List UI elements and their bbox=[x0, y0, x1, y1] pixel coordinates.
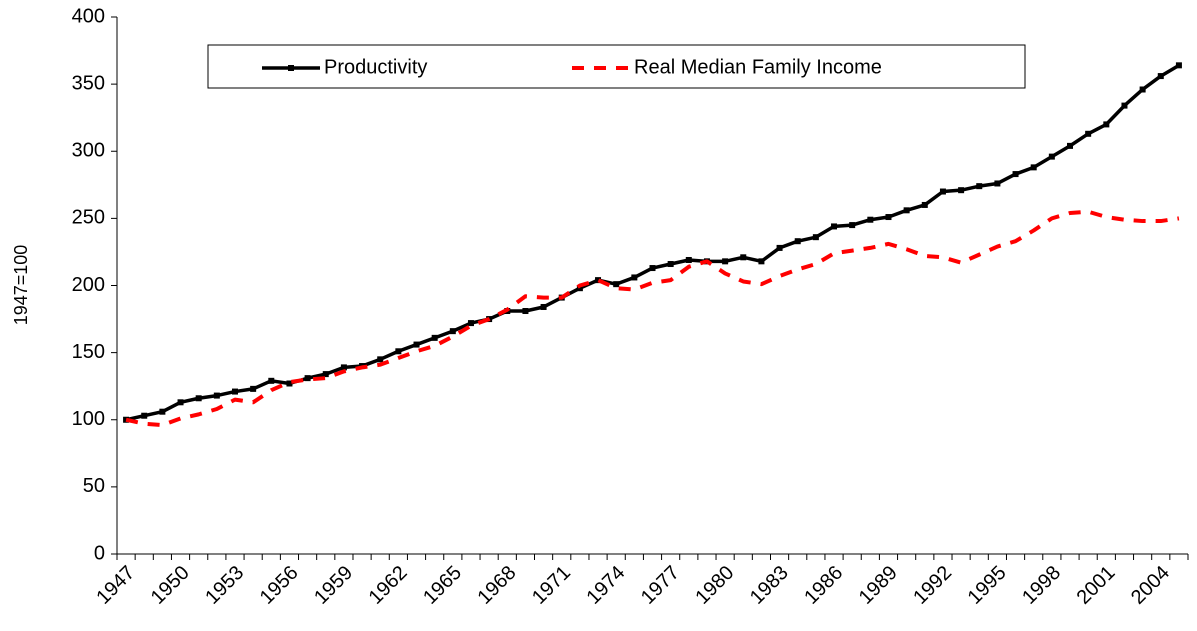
y-tick-label: 400 bbox=[72, 5, 105, 27]
point-marker bbox=[286, 380, 293, 387]
point-marker bbox=[1103, 121, 1110, 128]
point-marker bbox=[794, 238, 801, 245]
point-marker bbox=[685, 256, 692, 263]
point-marker bbox=[123, 416, 130, 423]
x-tick-label: 1956 bbox=[256, 562, 303, 609]
legend-label: Productivity bbox=[324, 56, 427, 78]
point-marker bbox=[431, 334, 438, 341]
point-marker bbox=[667, 261, 674, 268]
x-tick-label: 1995 bbox=[964, 562, 1011, 609]
point-marker bbox=[1048, 153, 1055, 160]
point-marker bbox=[1139, 86, 1146, 93]
point-marker bbox=[377, 356, 384, 363]
point-marker bbox=[1012, 171, 1019, 178]
y-tick-label: 300 bbox=[72, 140, 105, 162]
point-marker bbox=[195, 395, 202, 402]
x-tick-label: 1977 bbox=[637, 562, 684, 609]
y-tick-label: 100 bbox=[72, 408, 105, 430]
point-marker bbox=[1175, 62, 1182, 69]
point-marker bbox=[1157, 73, 1164, 80]
point-marker bbox=[613, 281, 620, 288]
point-marker bbox=[976, 183, 983, 190]
point-marker bbox=[449, 328, 456, 335]
point-marker bbox=[958, 187, 965, 194]
point-marker bbox=[141, 412, 148, 419]
point-marker bbox=[250, 385, 257, 392]
point-marker bbox=[649, 265, 656, 272]
x-tick-label: 1959 bbox=[310, 562, 357, 609]
x-tick-label: 1974 bbox=[582, 562, 629, 609]
x-tick-label: 1950 bbox=[147, 562, 194, 609]
point-marker bbox=[413, 341, 420, 348]
x-tick-label: 1983 bbox=[746, 562, 793, 609]
y-tick-label: 150 bbox=[72, 341, 105, 363]
x-tick-label: 1998 bbox=[1018, 562, 1065, 609]
y-tick-label: 200 bbox=[72, 274, 105, 296]
x-tick-label: 1971 bbox=[528, 562, 575, 609]
legend-marker bbox=[288, 65, 294, 71]
series-line bbox=[125, 209, 1180, 428]
point-marker bbox=[849, 222, 856, 229]
point-marker bbox=[831, 223, 838, 230]
y-tick-label: 350 bbox=[72, 72, 105, 94]
point-marker bbox=[1085, 130, 1092, 137]
point-marker bbox=[340, 364, 347, 371]
x-tick-label: 1989 bbox=[855, 562, 902, 609]
x-tick-label: 1962 bbox=[365, 562, 412, 609]
legend-label: Real Median Family Income bbox=[634, 56, 882, 78]
y-tick-label: 250 bbox=[72, 207, 105, 229]
point-marker bbox=[595, 277, 602, 284]
x-tick-label: 1947 bbox=[92, 562, 139, 609]
point-marker bbox=[522, 308, 529, 315]
x-tick-label: 1992 bbox=[909, 562, 956, 609]
point-marker bbox=[812, 234, 819, 241]
point-marker bbox=[939, 188, 946, 195]
point-marker bbox=[994, 180, 1001, 187]
point-marker bbox=[740, 254, 747, 261]
x-tick-label: 1980 bbox=[691, 562, 738, 609]
point-marker bbox=[540, 303, 547, 310]
y-tick-label: 50 bbox=[83, 475, 105, 497]
x-tick-label: 1986 bbox=[800, 562, 847, 609]
point-marker bbox=[903, 207, 910, 214]
y-tick-label: 0 bbox=[94, 542, 105, 564]
point-marker bbox=[867, 216, 874, 223]
point-marker bbox=[758, 258, 765, 265]
point-marker bbox=[304, 375, 311, 382]
point-marker bbox=[776, 244, 783, 251]
point-marker bbox=[576, 285, 583, 292]
point-marker bbox=[177, 399, 184, 406]
point-marker bbox=[1067, 142, 1074, 149]
point-marker bbox=[1030, 164, 1037, 171]
point-marker bbox=[395, 348, 402, 355]
x-tick-label: 2004 bbox=[1127, 562, 1174, 609]
point-marker bbox=[631, 274, 638, 281]
point-marker bbox=[1121, 102, 1128, 109]
point-marker bbox=[231, 388, 238, 395]
point-marker bbox=[322, 371, 329, 378]
point-marker bbox=[722, 258, 729, 265]
x-tick-label: 1968 bbox=[474, 562, 521, 609]
point-marker bbox=[921, 201, 928, 208]
point-marker bbox=[885, 214, 892, 221]
x-tick-label: 1953 bbox=[201, 562, 248, 609]
point-marker bbox=[268, 377, 275, 384]
series-line bbox=[125, 63, 1180, 422]
point-marker bbox=[467, 320, 474, 327]
point-marker bbox=[213, 392, 220, 399]
x-tick-label: 1965 bbox=[419, 562, 466, 609]
y-axis-label: 1947=100 bbox=[11, 245, 31, 326]
point-marker bbox=[159, 408, 166, 415]
x-tick-label: 2001 bbox=[1073, 562, 1120, 609]
